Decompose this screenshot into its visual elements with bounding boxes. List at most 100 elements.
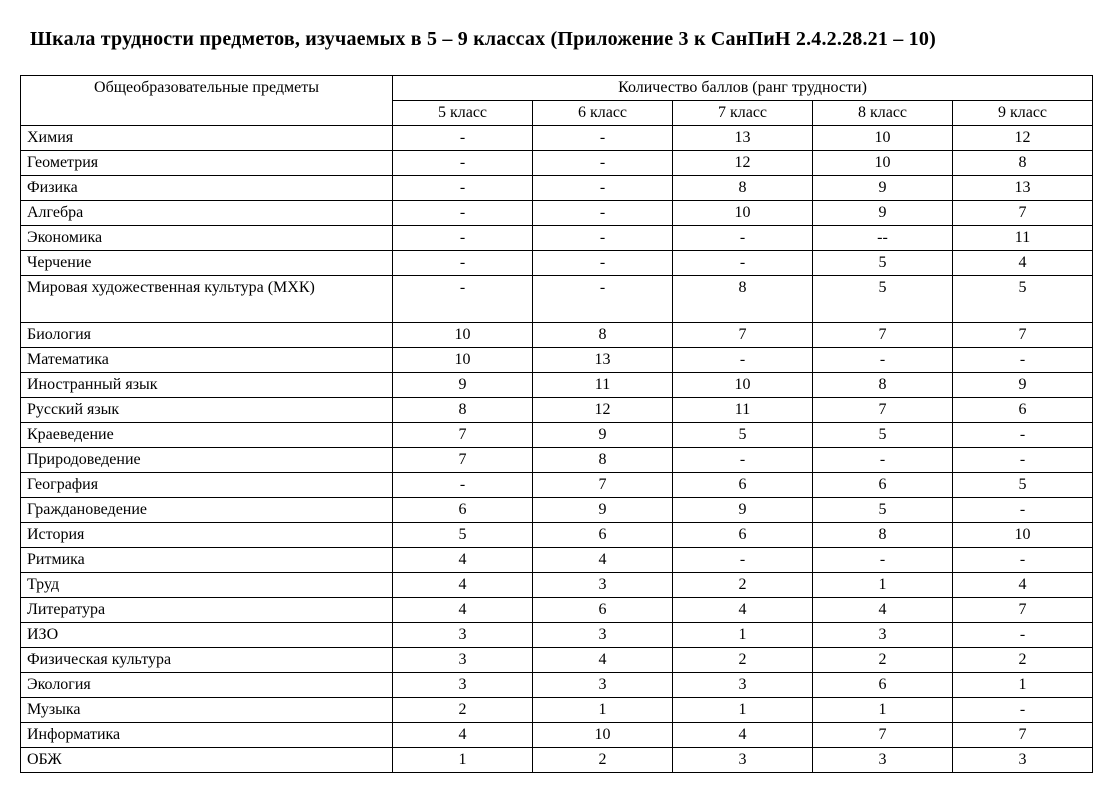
value-cell: - xyxy=(813,548,953,573)
value-cell: 3 xyxy=(393,648,533,673)
table-row: ИЗО3313- xyxy=(21,623,1093,648)
value-cell: - xyxy=(533,201,673,226)
value-cell: 4 xyxy=(953,251,1093,276)
table-row: Биология108777 xyxy=(21,323,1093,348)
value-cell: - xyxy=(673,348,813,373)
header-grade-5: 5 класс xyxy=(393,101,533,126)
value-cell: 3 xyxy=(393,623,533,648)
value-cell: 10 xyxy=(393,323,533,348)
value-cell: 4 xyxy=(953,573,1093,598)
subject-cell: Физическая культура xyxy=(21,648,393,673)
table-row: География-7665 xyxy=(21,473,1093,498)
value-cell: 4 xyxy=(673,598,813,623)
header-subject: Общеобразовательные предметы xyxy=(21,76,393,126)
table-row: Мировая художественная культура (МХК)--8… xyxy=(21,276,1093,323)
subject-cell: Ритмика xyxy=(21,548,393,573)
value-cell: 3 xyxy=(673,673,813,698)
value-cell: 13 xyxy=(953,176,1093,201)
table-row: Черчение---54 xyxy=(21,251,1093,276)
value-cell: 5 xyxy=(673,423,813,448)
value-cell: 1 xyxy=(813,573,953,598)
value-cell: - xyxy=(533,126,673,151)
value-cell: 10 xyxy=(673,373,813,398)
subject-cell: ИЗО xyxy=(21,623,393,648)
value-cell: 3 xyxy=(533,573,673,598)
subject-cell: История xyxy=(21,523,393,548)
value-cell: 9 xyxy=(673,498,813,523)
subject-cell: Информатика xyxy=(21,723,393,748)
value-cell: 7 xyxy=(953,723,1093,748)
value-cell: 12 xyxy=(953,126,1093,151)
value-cell: 9 xyxy=(533,498,673,523)
value-cell: - xyxy=(953,423,1093,448)
header-score-group: Количество баллов (ранг трудности) xyxy=(393,76,1093,101)
value-cell: - xyxy=(813,348,953,373)
value-cell: - xyxy=(953,698,1093,723)
value-cell: - xyxy=(393,201,533,226)
value-cell: 4 xyxy=(393,598,533,623)
value-cell: 2 xyxy=(673,573,813,598)
value-cell: 3 xyxy=(393,673,533,698)
subject-cell: Музыка xyxy=(21,698,393,723)
value-cell: 10 xyxy=(813,151,953,176)
value-cell: - xyxy=(393,251,533,276)
subject-cell: Мировая художественная культура (МХК) xyxy=(21,276,393,323)
value-cell: 3 xyxy=(533,623,673,648)
table-row: Химия--131012 xyxy=(21,126,1093,151)
value-cell: 4 xyxy=(393,548,533,573)
value-cell: 8 xyxy=(673,276,813,323)
value-cell: 3 xyxy=(533,673,673,698)
value-cell: 10 xyxy=(813,126,953,151)
value-cell: 9 xyxy=(813,176,953,201)
table-row: Природоведение78--- xyxy=(21,448,1093,473)
value-cell: 7 xyxy=(813,398,953,423)
subject-cell: Физика xyxy=(21,176,393,201)
value-cell: 5 xyxy=(953,473,1093,498)
subject-cell: Литература xyxy=(21,598,393,623)
value-cell: 12 xyxy=(673,151,813,176)
value-cell: 8 xyxy=(813,373,953,398)
subject-cell: Экономика xyxy=(21,226,393,251)
value-cell: 7 xyxy=(393,448,533,473)
value-cell: 4 xyxy=(533,648,673,673)
subject-cell: География xyxy=(21,473,393,498)
value-cell: 5 xyxy=(813,498,953,523)
table-row: Русский язык8121176 xyxy=(21,398,1093,423)
value-cell: 10 xyxy=(393,348,533,373)
subject-cell: Краеведение xyxy=(21,423,393,448)
subject-cell: Русский язык xyxy=(21,398,393,423)
subject-cell: Химия xyxy=(21,126,393,151)
value-cell: - xyxy=(393,473,533,498)
value-cell: 7 xyxy=(393,423,533,448)
value-cell: 7 xyxy=(813,723,953,748)
value-cell: 11 xyxy=(953,226,1093,251)
subject-cell: Биология xyxy=(21,323,393,348)
value-cell: - xyxy=(953,348,1093,373)
value-cell: 3 xyxy=(813,748,953,773)
header-grade-8: 8 класс xyxy=(813,101,953,126)
value-cell: 4 xyxy=(813,598,953,623)
value-cell: 10 xyxy=(533,723,673,748)
value-cell: 6 xyxy=(393,498,533,523)
value-cell: 5 xyxy=(813,276,953,323)
value-cell: 1 xyxy=(673,698,813,723)
header-grade-9: 9 класс xyxy=(953,101,1093,126)
value-cell: - xyxy=(393,126,533,151)
value-cell: 9 xyxy=(393,373,533,398)
value-cell: 10 xyxy=(673,201,813,226)
difficulty-table: Общеобразовательные предметы Количество … xyxy=(20,75,1093,773)
value-cell: 1 xyxy=(533,698,673,723)
subject-cell: Иностранный язык xyxy=(21,373,393,398)
value-cell: 6 xyxy=(533,523,673,548)
value-cell: 6 xyxy=(953,398,1093,423)
table-row: Геометрия--12108 xyxy=(21,151,1093,176)
value-cell: 8 xyxy=(813,523,953,548)
value-cell: 6 xyxy=(673,523,813,548)
table-row: Иностранный язык9111089 xyxy=(21,373,1093,398)
value-cell: 6 xyxy=(813,473,953,498)
table-row: История566810 xyxy=(21,523,1093,548)
table-row: ОБЖ12333 xyxy=(21,748,1093,773)
value-cell: - xyxy=(953,623,1093,648)
value-cell: 5 xyxy=(393,523,533,548)
value-cell: 2 xyxy=(813,648,953,673)
